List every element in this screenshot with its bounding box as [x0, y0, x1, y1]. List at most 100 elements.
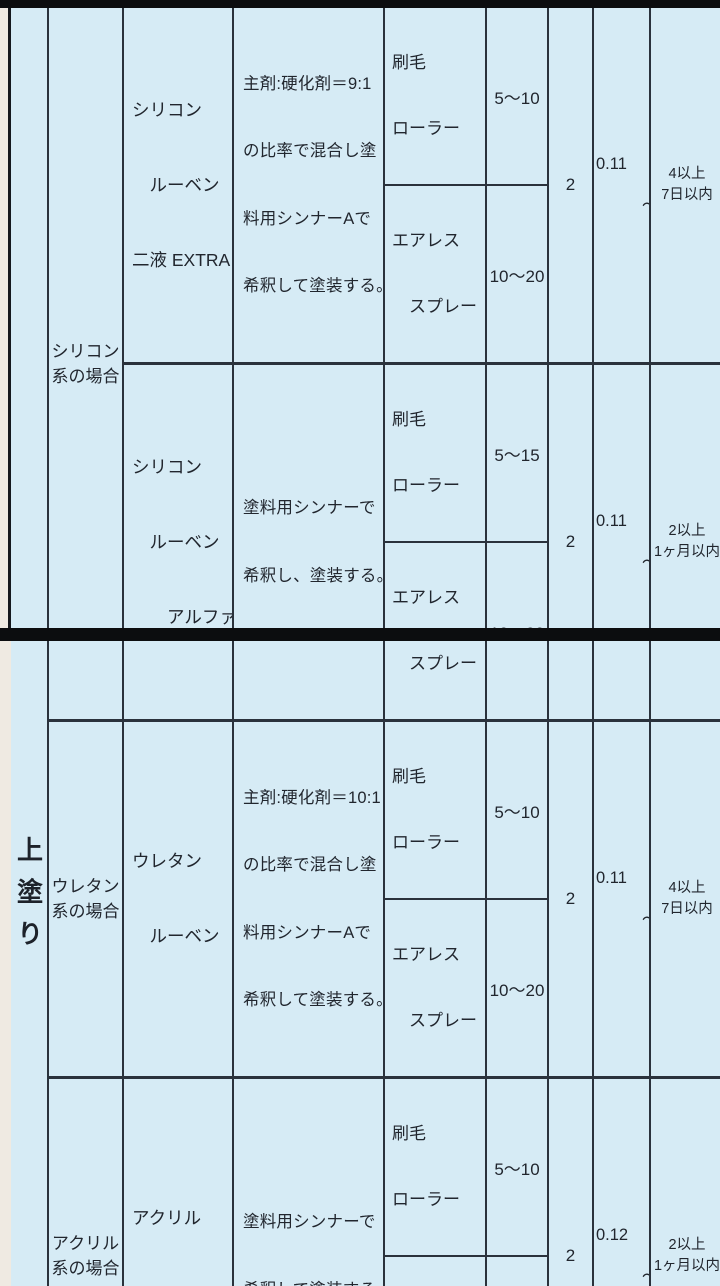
product-line: シリコン: [132, 455, 230, 480]
dilution-cell: 5〜10: [486, 721, 548, 900]
period-line: 7日以内: [653, 899, 720, 920]
product-cell: アクリル ルーベン: [123, 1078, 233, 1286]
rate-line: 〜0.14: [642, 911, 650, 929]
rate-line: 〜0.14: [642, 554, 650, 572]
period-cell: 4以上 7日以内: [650, 721, 720, 1078]
instruction-cell: 塗料用シンナーで 希釈し、塗装する。: [233, 364, 384, 721]
method-line: ローラー: [392, 475, 483, 497]
method-line: エアレス: [392, 587, 483, 609]
instruction-cell: 主剤:硬化剤＝10:1 の比率で混合し塗 料用シンナーAで 希釈して塗装する。: [233, 721, 384, 1078]
coats-cell: 2: [548, 364, 593, 721]
method-line: 刷毛: [392, 1123, 483, 1145]
product-cell: シリコン ルーベン 二液 EXTRA: [123, 8, 233, 364]
rate-cell: 0.11 〜0.14: [593, 364, 650, 721]
method-line: スプレー: [392, 653, 483, 675]
rate-cell: 0.12 〜0.14: [593, 1078, 650, 1286]
period-line: 2以上: [653, 1235, 720, 1256]
method-cell: エアレス スプレー: [384, 899, 486, 1078]
instruction-cell: 主剤:硬化剤＝9:1 の比率で混合し塗 料用シンナーAで 希釈して塗装する。: [233, 8, 384, 364]
coating-spec-table: 上塗り シリコン 系の場合 シリコン ルーベン 二液 EXTRA 主剤:硬化剤＝…: [11, 8, 720, 1286]
category-line: 系の場合: [51, 899, 120, 924]
period-line: 1ヶ月以内: [653, 542, 720, 563]
rate-line: 0.12: [596, 1226, 628, 1244]
dilution-cell: 10〜20: [486, 185, 548, 364]
category-cell-urethane: ウレタン 系の場合: [48, 721, 123, 1078]
section-row-header: 上塗り: [11, 8, 48, 1286]
category-line: ウレタン: [51, 874, 120, 899]
period-cell: 4以上 7日以内: [650, 8, 720, 364]
product-line: シリコン: [132, 98, 230, 123]
dilution-cell: 10〜20: [486, 899, 548, 1078]
coating-table: 上塗り シリコン 系の場合 シリコン ルーベン 二液 EXTRA 主剤:硬化剤＝…: [8, 8, 720, 628]
bottom-border-bar: [0, 628, 720, 641]
method-cell: 刷毛 ローラー: [384, 8, 486, 185]
product-line: アクリル: [132, 1206, 230, 1231]
product-line: 二液 EXTRA: [132, 248, 230, 273]
rate-line: 〜0.14: [642, 197, 650, 215]
method-line: スプレー: [392, 1010, 483, 1032]
method-line: ローラー: [392, 832, 483, 854]
coats-cell: 2: [548, 1078, 593, 1286]
instruction-line: の比率で混合し塗: [243, 140, 381, 163]
instruction-line: 希釈して塗装する。: [243, 1279, 381, 1286]
dilution-cell: 10〜15: [486, 1256, 548, 1286]
product-cell: シリコン ルーベン アルファ: [123, 364, 233, 721]
period-line: 4以上: [653, 164, 720, 185]
dilution-cell: 5〜15: [486, 364, 548, 543]
instruction-line: 料用シンナーAで: [243, 208, 381, 231]
method-cell: 刷毛 ローラー: [384, 1078, 486, 1257]
instruction-line: 主剤:硬化剤＝10:1: [243, 787, 381, 810]
method-cell: 刷毛 ローラー: [384, 364, 486, 543]
dilution-cell: 5〜10: [486, 1078, 548, 1257]
coats-cell: 2: [548, 721, 593, 1078]
method-line: ローラー: [392, 118, 483, 140]
instruction-line: 希釈して塗装する。: [243, 275, 381, 298]
rate-cell: 0.11 〜0.14: [593, 721, 650, 1078]
category-line: アクリル: [51, 1231, 120, 1256]
product-line: ルーベン: [132, 530, 230, 555]
instruction-line: 主剤:硬化剤＝9:1: [243, 73, 381, 96]
category-line: 系の場合: [51, 1256, 120, 1281]
category-line: シリコン: [51, 339, 120, 364]
method-line: ローラー: [392, 1189, 483, 1211]
rate-line: 0.11: [596, 512, 627, 530]
instruction-cell: 塗料用シンナーで 希釈して塗装する。: [233, 1078, 384, 1286]
instruction-line: 塗料用シンナーで: [243, 1211, 381, 1234]
rate-line: 0.11: [596, 869, 627, 887]
period-line: 4以上: [653, 878, 720, 899]
rate-cell: 0.11 〜0.14: [593, 8, 650, 364]
scanned-page: 上塗り シリコン 系の場合 シリコン ルーベン 二液 EXTRA 主剤:硬化剤＝…: [0, 0, 720, 643]
product-line: ルーベン: [132, 924, 230, 949]
period-line: 2以上: [653, 521, 720, 542]
method-cell: エアレス スプレー: [384, 185, 486, 364]
period-line: 7日以内: [653, 185, 720, 206]
method-line: 刷毛: [392, 409, 483, 431]
period-line: 1ヶ月以内: [653, 1256, 720, 1277]
top-border-bar: [0, 0, 720, 8]
dilution-cell: 5〜10: [486, 8, 548, 185]
category-line: 系の場合: [51, 364, 120, 389]
product-line: ルーベン: [132, 173, 230, 198]
product-line: ルーベン: [132, 1281, 230, 1286]
instruction-line: 希釈して塗装する。: [243, 989, 381, 1012]
method-line: エアレス: [392, 944, 483, 966]
instruction-line: 料用シンナーAで: [243, 922, 381, 945]
method-line: エアレス: [392, 230, 483, 252]
method-cell: エアレス スプレー: [384, 1256, 486, 1286]
category-cell-silicone: シリコン 系の場合: [48, 8, 123, 721]
rate-line: 0.11: [596, 155, 627, 173]
instruction-line: の比率で混合し塗: [243, 854, 381, 877]
method-cell: 刷毛 ローラー: [384, 721, 486, 900]
product-cell: ウレタン ルーベン: [123, 721, 233, 1078]
product-line: ウレタン: [132, 849, 230, 874]
category-cell-acrylic: アクリル 系の場合: [48, 1078, 123, 1286]
period-cell: 2以上 1ヶ月以内: [650, 364, 720, 721]
instruction-line: 塗料用シンナーで: [243, 497, 381, 520]
coats-cell: 2: [548, 8, 593, 364]
period-cell: 2以上 1ヶ月以内: [650, 1078, 720, 1286]
product-line: アルファ: [132, 605, 230, 630]
rate-line: 〜0.14: [642, 1268, 650, 1286]
method-line: 刷毛: [392, 766, 483, 788]
instruction-line: 希釈し、塗装する。: [243, 565, 381, 588]
method-line: スプレー: [392, 296, 483, 318]
